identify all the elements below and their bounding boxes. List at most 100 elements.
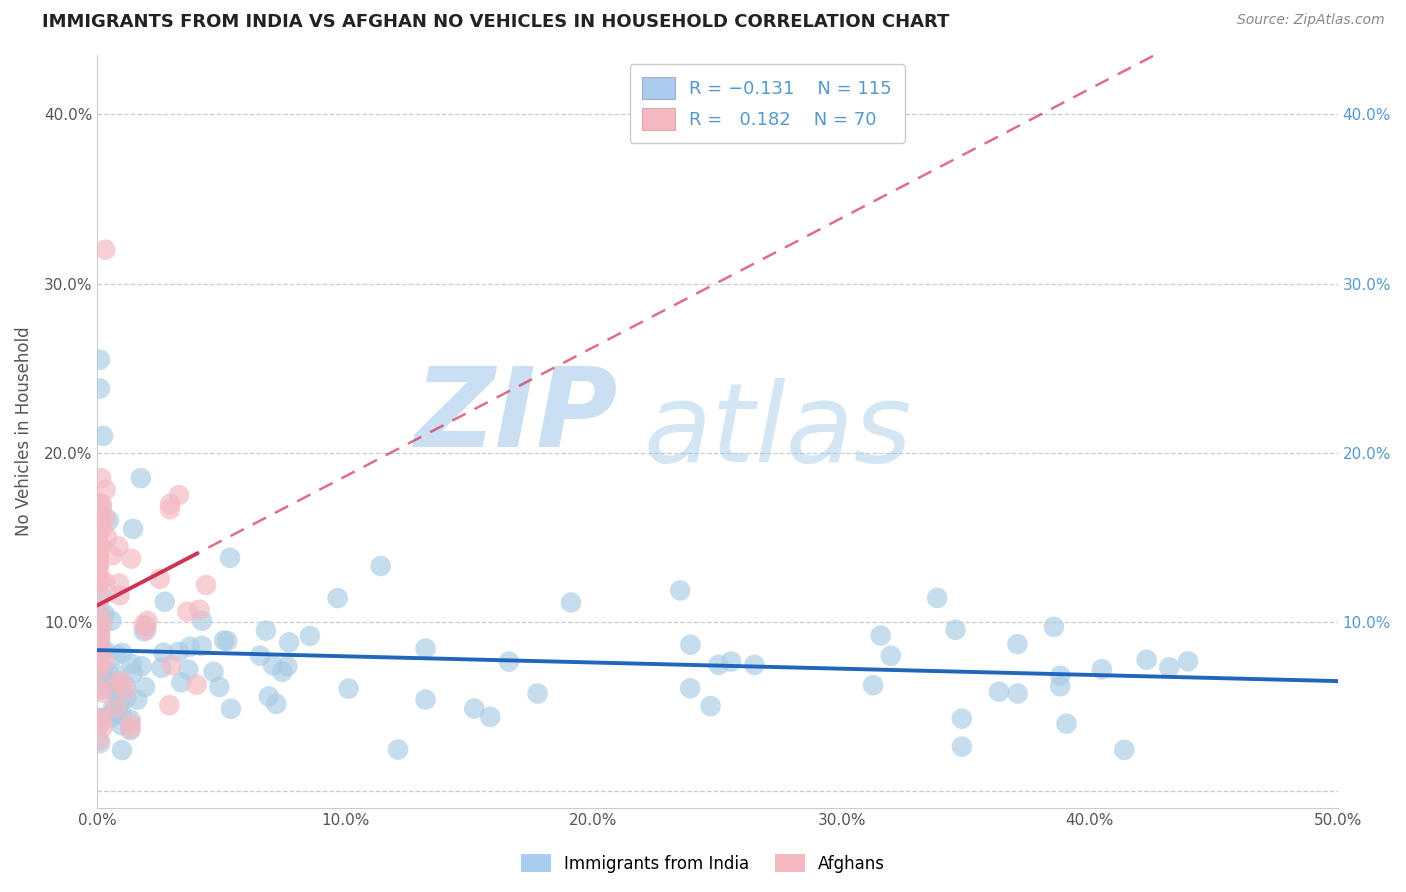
Afghans (159, 497, 181, 511)
Afghans (94, 483, 117, 497)
Immigrants from India (254, 624, 277, 638)
Afghans (89, 629, 111, 643)
Immigrants from India (132, 624, 155, 639)
Immigrants from India (121, 666, 143, 681)
Immigrants from India (100, 711, 122, 725)
Immigrants from India (91, 673, 114, 687)
Immigrants from India (271, 665, 294, 679)
Immigrants from India (104, 667, 127, 681)
Immigrants from India (108, 698, 131, 713)
Afghans (149, 572, 172, 586)
Immigrants from India (89, 711, 111, 725)
Afghans (135, 623, 157, 637)
Afghans (87, 639, 110, 653)
Immigrants from India (134, 680, 156, 694)
Immigrants from India (880, 648, 903, 663)
Afghans (87, 650, 110, 665)
Immigrants from India (90, 682, 112, 697)
Afghans (167, 488, 190, 502)
Immigrants from India (1007, 686, 1029, 700)
Immigrants from India (100, 614, 122, 628)
Afghans (87, 513, 110, 527)
Immigrants from India (89, 716, 111, 731)
Afghans (94, 243, 117, 257)
Legend: R = −0.131    N = 115, R =   0.182    N = 70: R = −0.131 N = 115, R = 0.182 N = 70 (630, 64, 904, 143)
Afghans (87, 548, 110, 562)
Immigrants from India (219, 702, 242, 716)
Afghans (91, 617, 114, 632)
Immigrants from India (1136, 653, 1159, 667)
Immigrants from India (679, 681, 702, 696)
Immigrants from India (869, 628, 891, 642)
Immigrants from India (89, 673, 111, 687)
Immigrants from India (111, 646, 134, 660)
Immigrants from India (89, 628, 111, 642)
Immigrants from India (526, 687, 548, 701)
Text: ZIP: ZIP (415, 363, 619, 470)
Immigrants from India (927, 591, 949, 605)
Afghans (90, 497, 112, 511)
Immigrants from India (103, 707, 125, 722)
Immigrants from India (415, 692, 437, 706)
Immigrants from India (89, 352, 111, 367)
Immigrants from India (1007, 637, 1029, 651)
Immigrants from India (219, 550, 242, 565)
Immigrants from India (988, 684, 1011, 698)
Immigrants from India (190, 639, 212, 653)
Immigrants from India (91, 664, 114, 678)
Immigrants from India (94, 607, 117, 622)
Afghans (136, 614, 159, 628)
Immigrants from India (707, 657, 730, 672)
Immigrants from India (108, 685, 131, 699)
Afghans (87, 509, 110, 524)
Afghans (94, 575, 117, 590)
Immigrants from India (278, 635, 301, 649)
Afghans (101, 549, 124, 563)
Immigrants from India (370, 559, 392, 574)
Afghans (87, 496, 110, 510)
Afghans (157, 698, 180, 713)
Afghans (87, 496, 110, 510)
Immigrants from India (1049, 679, 1071, 693)
Immigrants from India (1049, 669, 1071, 683)
Afghans (87, 525, 110, 540)
Immigrants from India (120, 723, 142, 737)
Immigrants from India (89, 606, 111, 620)
Immigrants from India (170, 675, 193, 690)
Immigrants from India (1159, 660, 1181, 674)
Afghans (186, 678, 208, 692)
Immigrants from India (202, 665, 225, 679)
Immigrants from India (950, 739, 973, 754)
Immigrants from India (127, 692, 149, 706)
Afghans (91, 720, 114, 734)
Afghans (108, 589, 131, 603)
Afghans (132, 617, 155, 632)
Immigrants from India (121, 657, 143, 671)
Afghans (90, 711, 112, 725)
Immigrants from India (262, 658, 284, 673)
Afghans (87, 682, 110, 697)
Text: atlas: atlas (643, 378, 911, 485)
Immigrants from India (387, 742, 409, 756)
Immigrants from India (111, 707, 134, 722)
Immigrants from India (498, 655, 520, 669)
Afghans (176, 605, 198, 619)
Afghans (87, 573, 110, 587)
Afghans (105, 676, 128, 690)
Afghans (120, 722, 142, 736)
Immigrants from India (103, 704, 125, 718)
Legend: Immigrants from India, Afghans: Immigrants from India, Afghans (515, 847, 891, 880)
Afghans (188, 603, 211, 617)
Afghans (87, 508, 110, 523)
Afghans (89, 539, 111, 553)
Immigrants from India (152, 646, 174, 660)
Immigrants from India (114, 678, 136, 692)
Afghans (90, 574, 112, 588)
Afghans (87, 653, 110, 667)
Afghans (195, 578, 218, 592)
Immigrants from India (264, 697, 287, 711)
Immigrants from India (1043, 620, 1066, 634)
Immigrants from India (89, 648, 111, 663)
Afghans (159, 502, 181, 516)
Immigrants from India (111, 743, 134, 757)
